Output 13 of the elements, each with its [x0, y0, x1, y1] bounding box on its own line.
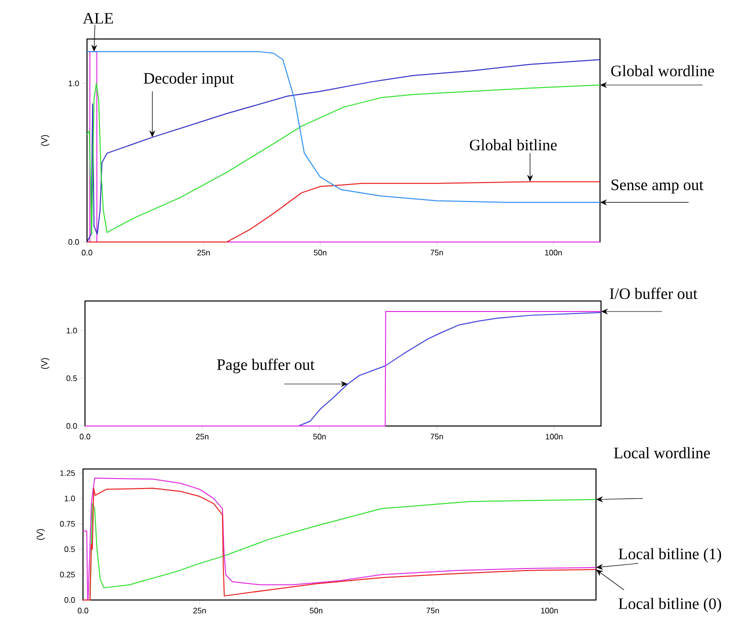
series-label: Sense amp out [612, 180, 704, 194]
series-label: Global bitline [470, 139, 557, 150]
series-label: ALE [82, 13, 113, 24]
series-label: Decoder input [144, 72, 234, 87]
text: Local bitline (0) [618, 598, 722, 612]
series-label: Page buffer out [217, 358, 314, 374]
series-label: Local bitline (1) [618, 548, 722, 563]
series-label: I/O buffer out [610, 288, 698, 300]
series-label: Global wordline [611, 65, 714, 76]
y-axis-title: (V) [36, 529, 45, 540]
text: Local wordline [614, 447, 710, 458]
y-axis-title: (V) [40, 358, 50, 369]
y-axis-title: (V) [40, 135, 50, 146]
